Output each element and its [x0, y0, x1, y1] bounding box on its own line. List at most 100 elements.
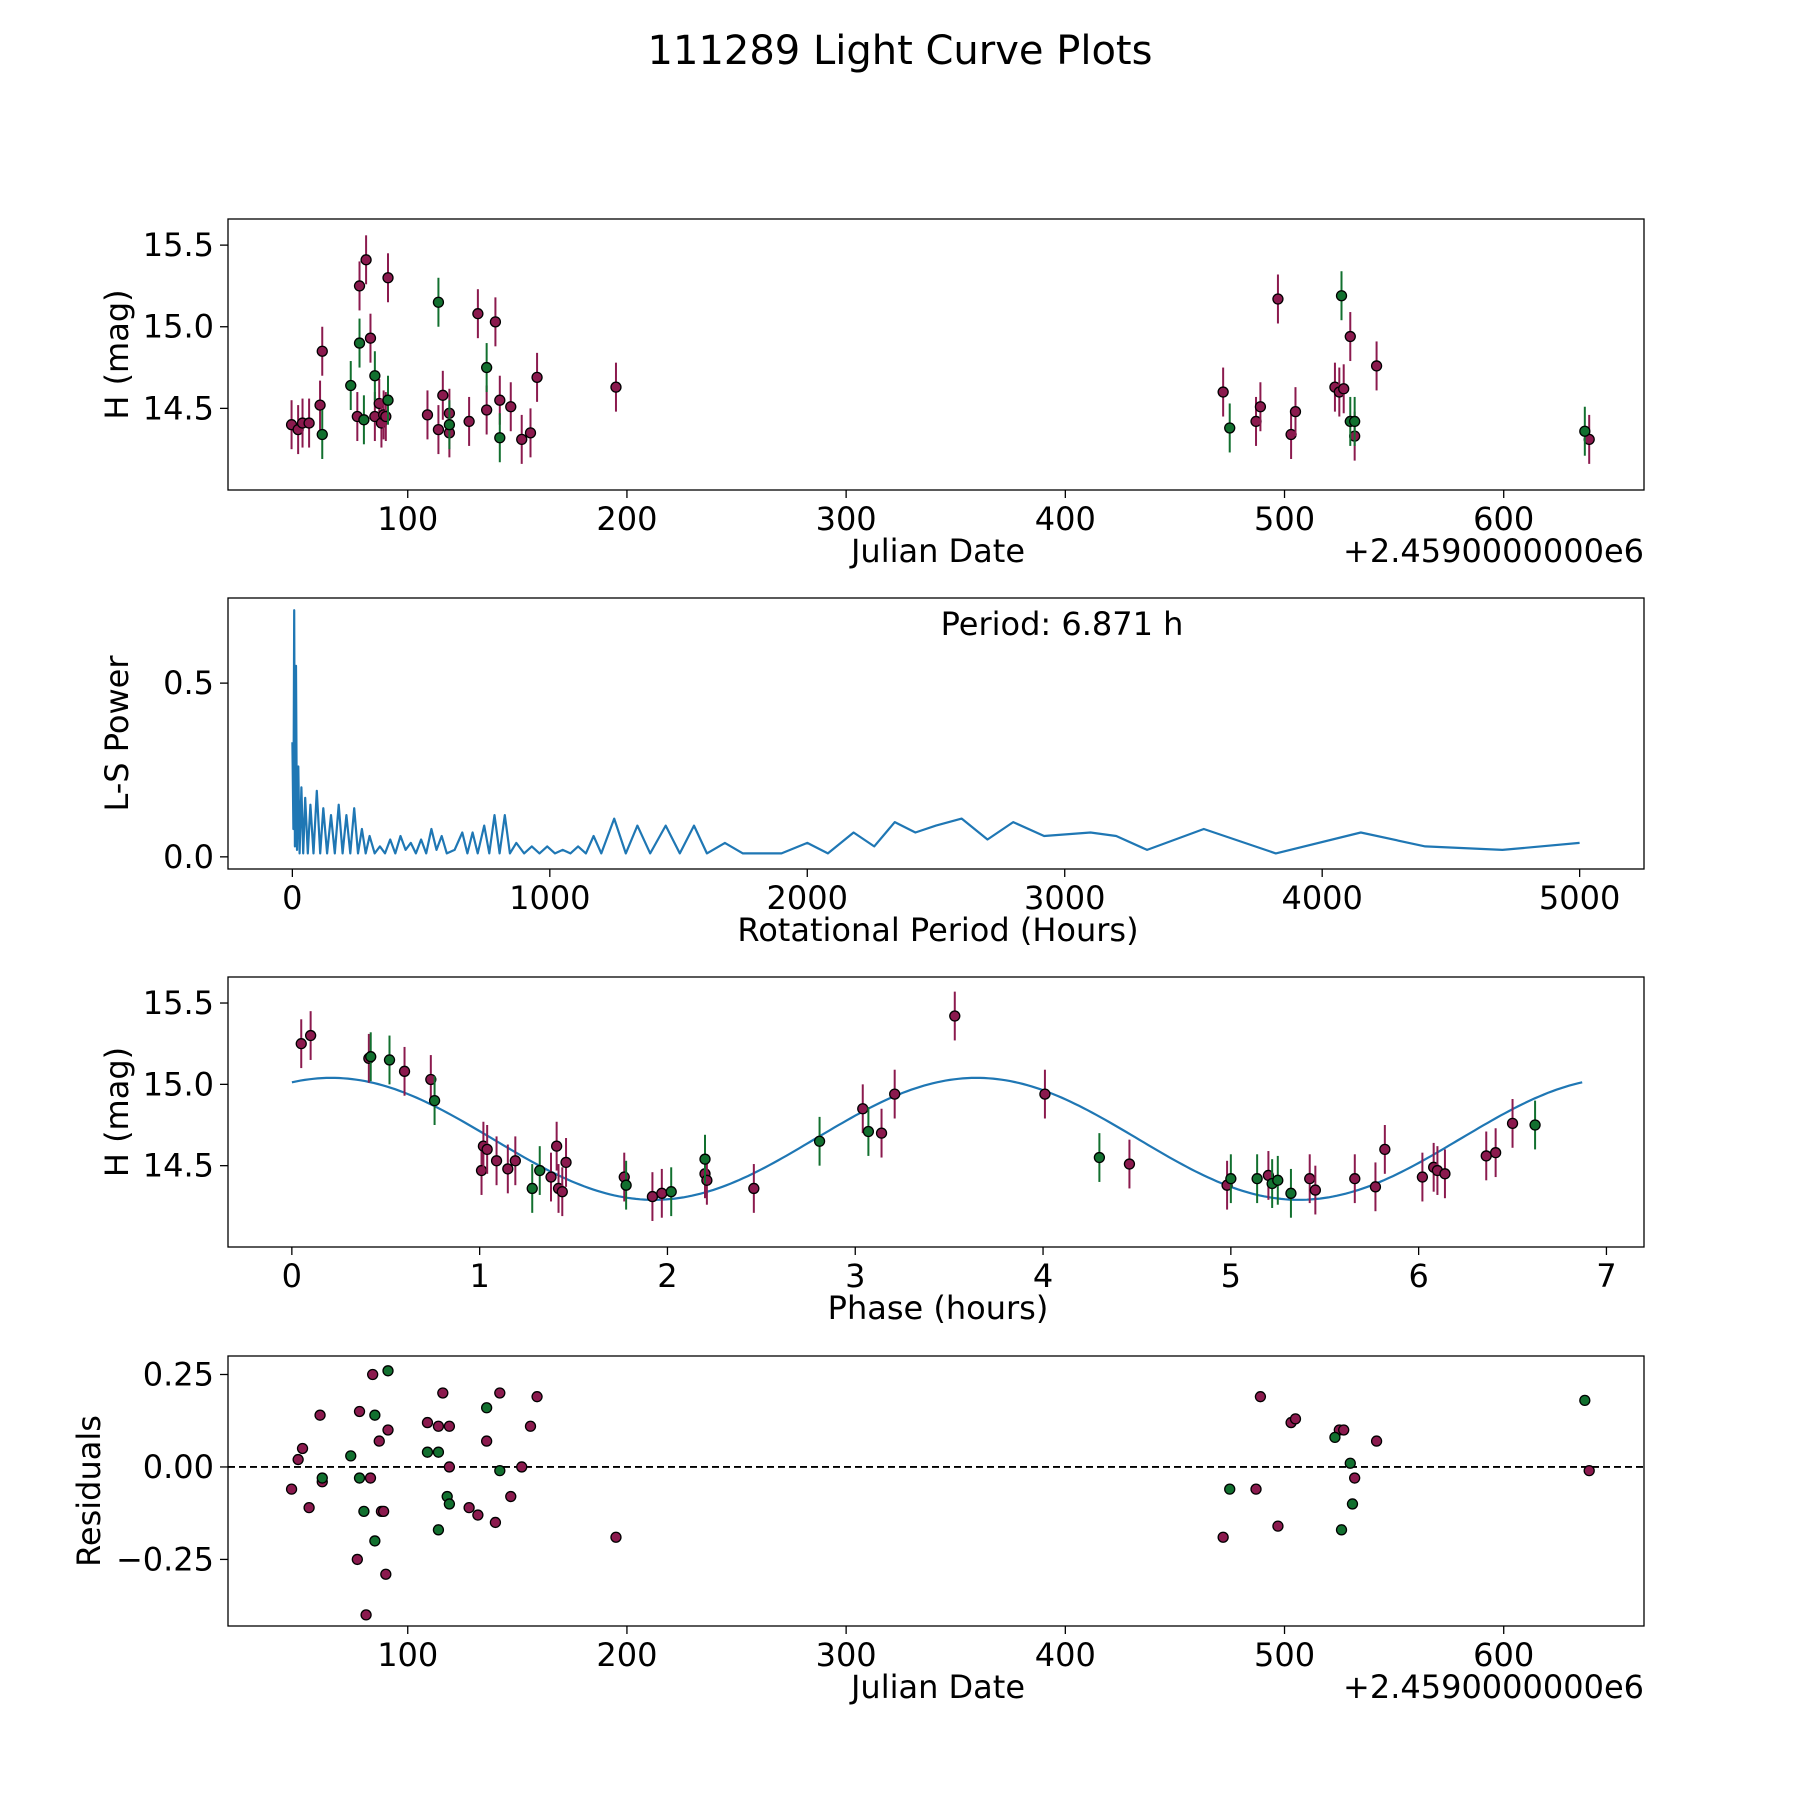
data-point-magenta [295, 1038, 307, 1050]
x-tick-label: 0 [282, 879, 302, 917]
data-point-green [353, 1472, 366, 1484]
data-point-magenta [1272, 1520, 1284, 1532]
data-point-green [1225, 1173, 1237, 1185]
data-point-magenta [1583, 1465, 1595, 1477]
x-tick-label: 0 [282, 1257, 302, 1295]
data-point-magenta [380, 1568, 392, 1580]
x-tick-label: 400 [1035, 1636, 1096, 1674]
periodogram-line [291, 609, 1580, 855]
plot-area [291, 609, 1580, 855]
data-point-magenta [505, 1490, 517, 1503]
data-point-green [1579, 1394, 1591, 1407]
data-point-green [358, 414, 370, 426]
data-point-green [383, 1054, 396, 1066]
data-point-green [862, 1125, 875, 1138]
data-point-green [1579, 425, 1591, 437]
data-point-green [345, 1450, 357, 1462]
axes-frame [227, 1355, 1645, 1627]
data-point-magenta [509, 1155, 521, 1167]
data-point-magenta [545, 1171, 557, 1183]
x-tick-label: 100 [377, 1636, 438, 1674]
x-offset-label: +2.4590000000e6 [1343, 532, 1644, 570]
data-point-magenta [748, 1182, 760, 1195]
data-point-green [1093, 1151, 1106, 1164]
x-tick-label: 2 [657, 1257, 677, 1295]
data-point-green [358, 1505, 370, 1517]
data-point-magenta [656, 1187, 668, 1199]
data-point-green [1329, 1431, 1341, 1444]
data-point-magenta [364, 1472, 377, 1484]
data-point-magenta [524, 427, 537, 439]
x-tick-label: 500 [1254, 1636, 1315, 1674]
x-tick-label: 2000 [767, 879, 848, 917]
data-point-magenta [481, 1143, 493, 1156]
y-tick-label: 0.0 [163, 838, 214, 876]
data-point-magenta [1489, 1147, 1502, 1159]
data-point-green [382, 394, 394, 406]
data-point-magenta [516, 433, 528, 446]
data-point-magenta [304, 1029, 317, 1042]
axes-frame [227, 218, 1645, 491]
plot-area [228, 1365, 1644, 1621]
data-point-green [316, 1472, 328, 1484]
data-point-green [813, 1135, 826, 1147]
data-point-magenta [292, 1453, 304, 1466]
data-point-magenta [502, 1163, 514, 1175]
data-point-green [432, 1446, 445, 1458]
data-point-green [1251, 1173, 1263, 1185]
data-point-magenta [560, 1156, 572, 1169]
plot-area [291, 991, 1583, 1221]
x-tick-label: 500 [1254, 500, 1315, 538]
y-tick-label: 15.5 [143, 226, 214, 264]
data-point-magenta [1304, 1173, 1316, 1185]
axes-frame [227, 597, 1645, 870]
data-point-green [432, 1524, 445, 1536]
data-point-magenta [1289, 1413, 1302, 1425]
x-tick-label: 5000 [1539, 879, 1620, 917]
data-point-magenta [437, 389, 449, 401]
data-point-magenta [610, 381, 622, 393]
x-tick-label: 1 [469, 1257, 489, 1295]
data-point-magenta [303, 1501, 315, 1514]
data-point-magenta [360, 1609, 372, 1621]
y-tick-label: 0.25 [143, 1355, 214, 1393]
x-tick-label: 5 [1221, 1257, 1241, 1295]
data-point-green [1344, 1457, 1356, 1469]
data-point-green [1224, 422, 1236, 434]
data-point-green [369, 370, 381, 382]
y-tick-label: 15.5 [143, 984, 214, 1022]
data-point-magenta [701, 1174, 713, 1186]
y-axis-label: H (mag) [98, 289, 136, 419]
data-point-magenta [425, 1073, 437, 1086]
x-tick-label: 600 [1473, 1636, 1534, 1674]
data-point-magenta [949, 1010, 961, 1022]
y-tick-label: 15.0 [143, 1065, 214, 1103]
data-point-magenta [475, 1164, 488, 1177]
data-point-magenta [1217, 1531, 1229, 1543]
data-point-magenta [314, 399, 326, 411]
data-point-green [534, 1164, 546, 1177]
data-point-magenta [505, 401, 517, 413]
data-point-magenta [889, 1088, 901, 1100]
y-tick-label: 0.00 [143, 1448, 214, 1486]
data-point-magenta [373, 1435, 385, 1447]
data-point-magenta [481, 404, 493, 416]
data-point-magenta [437, 1387, 449, 1399]
residuals-panel: 100 200 300 400 500 600 −0.25 0.00 0.25 Julian Da… [70, 1355, 1645, 1706]
data-point-magenta [472, 308, 484, 320]
data-point-green [699, 1153, 711, 1165]
data-point-magenta [367, 1368, 379, 1381]
data-point-magenta [857, 1103, 869, 1115]
data-point-magenta [443, 1461, 456, 1473]
axes-frame [227, 976, 1645, 1248]
data-point-green [481, 1402, 493, 1414]
data-point-magenta [1349, 1173, 1361, 1185]
y-tick-label: 15.0 [143, 308, 214, 346]
data-point-magenta [610, 1531, 622, 1543]
data-point-green [369, 1535, 381, 1547]
data-point-green [494, 1465, 506, 1477]
data-point-magenta [443, 1420, 456, 1432]
x-tick-label: 100 [377, 500, 438, 538]
x-tick-label: 6 [1408, 1257, 1428, 1295]
data-point-magenta [494, 1387, 506, 1399]
